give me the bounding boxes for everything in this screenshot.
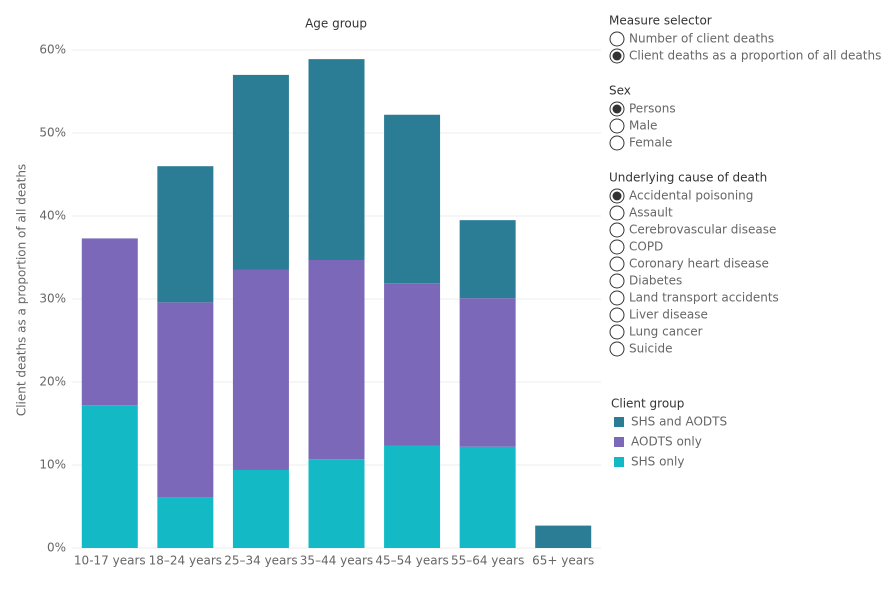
legend-title: Client group — [611, 397, 684, 411]
x-tick-label: 35–44 years — [300, 554, 373, 568]
radio-dot — [612, 191, 622, 201]
radio-label[interactable]: Persons — [629, 102, 676, 116]
y-tick-label: 40% — [39, 209, 66, 223]
radio-label[interactable]: Liver disease — [629, 308, 708, 322]
radio-label[interactable]: Land transport accidents — [629, 291, 779, 305]
bar-segment — [308, 459, 365, 548]
bar-segment — [157, 497, 214, 548]
radio-label[interactable]: Lung cancer — [629, 325, 703, 339]
radio-button[interactable] — [609, 31, 625, 47]
control-title: Underlying cause of death — [609, 171, 767, 185]
radio-button[interactable] — [609, 341, 625, 357]
radio-button[interactable] — [609, 256, 625, 272]
y-tick-label: 0% — [47, 541, 66, 555]
bar-segment — [232, 269, 289, 470]
radio-dot — [612, 51, 622, 61]
radio-label[interactable]: Number of client deaths — [629, 32, 774, 46]
y-tick-label: 10% — [39, 458, 66, 472]
radio-label[interactable]: Accidental poisoning — [629, 189, 753, 203]
control-title: Measure selector — [609, 14, 712, 28]
y-axis-label: Client deaths as a proportion of all dea… — [15, 164, 29, 416]
bar-segment — [81, 238, 138, 406]
radio-button[interactable] — [609, 205, 625, 221]
radio-label[interactable]: Cerebrovascular disease — [629, 223, 776, 237]
radio-button[interactable] — [609, 307, 625, 323]
control-title: Sex — [609, 84, 631, 98]
radio-button[interactable] — [609, 273, 625, 289]
x-tick-label: 55–64 years — [451, 554, 524, 568]
y-tick-label: 20% — [39, 375, 66, 389]
legend-label: SHS and AODTS — [631, 415, 727, 429]
bar-segment — [81, 405, 138, 548]
x-tick-label: 18–24 years — [149, 554, 222, 568]
bar-segment — [232, 74, 289, 270]
radio-label[interactable]: Client deaths as a proportion of all dea… — [629, 49, 881, 63]
y-tick-label: 60% — [39, 43, 66, 57]
bar-segment — [232, 469, 289, 548]
bar-segment — [459, 220, 516, 299]
radio-button[interactable] — [609, 290, 625, 306]
bar-segment — [384, 114, 441, 284]
bar-segment — [459, 298, 516, 447]
radio-button[interactable] — [609, 222, 625, 238]
radio-button[interactable] — [609, 239, 625, 255]
x-tick-label: 25–34 years — [224, 554, 297, 568]
y-tick-label: 50% — [39, 126, 66, 140]
legend-swatch — [614, 437, 624, 447]
radio-dot — [612, 104, 622, 114]
bar-segment — [459, 446, 516, 548]
radio-label[interactable]: Diabetes — [629, 274, 682, 288]
legend-swatch — [614, 417, 624, 427]
x-tick-label: 65+ years — [532, 554, 594, 568]
bar-segment — [384, 283, 441, 446]
legend-swatch — [614, 457, 624, 467]
bar-segment — [157, 302, 214, 498]
radio-button[interactable] — [609, 324, 625, 340]
chart-title: Age group — [305, 17, 367, 31]
y-tick-label: 30% — [39, 292, 66, 306]
bar-segment — [535, 525, 592, 548]
bar-segment — [308, 59, 365, 260]
radio-label[interactable]: Suicide — [629, 342, 673, 356]
legend-label: AODTS only — [631, 435, 702, 449]
radio-button[interactable] — [609, 135, 625, 151]
radio-label[interactable]: Female — [629, 136, 672, 150]
x-tick-label: 10-17 years — [74, 554, 146, 568]
bar-segment — [157, 166, 214, 303]
bar-segment — [384, 445, 441, 548]
bar-segment — [308, 259, 365, 460]
radio-label[interactable]: Assault — [629, 206, 673, 220]
radio-label[interactable]: Male — [629, 119, 657, 133]
legend-label: SHS only — [631, 455, 684, 469]
radio-label[interactable]: Coronary heart disease — [629, 257, 769, 271]
x-tick-label: 45–54 years — [375, 554, 448, 568]
radio-button[interactable] — [609, 118, 625, 134]
radio-label[interactable]: COPD — [629, 240, 663, 254]
